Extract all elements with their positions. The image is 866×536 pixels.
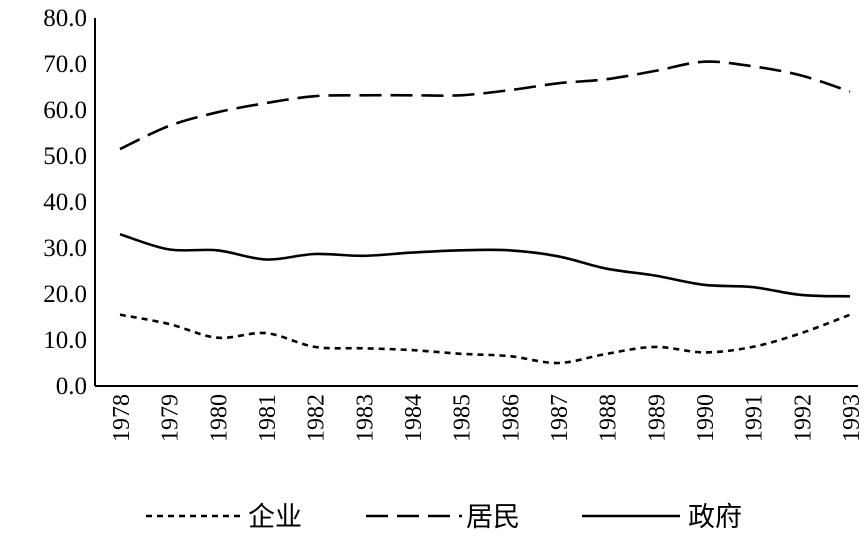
series-line-2 bbox=[119, 60, 851, 151]
x-tick-label: 1982 bbox=[304, 394, 330, 442]
y-tick-label: 80.0 bbox=[43, 5, 87, 32]
legend: 企业 居民 政府 bbox=[146, 502, 742, 533]
x-tick-label: 1987 bbox=[547, 394, 573, 442]
y-tick-label: 50.0 bbox=[43, 143, 87, 170]
x-tick-label: 1979 bbox=[158, 394, 184, 442]
y-tick-label: 0.0 bbox=[56, 373, 87, 400]
y-tick-label: 30.0 bbox=[43, 235, 87, 262]
legend-label-1: 企业 bbox=[248, 502, 302, 533]
series-line-3 bbox=[119, 232, 851, 298]
y-tick-label: 60.0 bbox=[43, 97, 87, 124]
tick-labels: 0.0 10.0 20.0 30.0 40.0 50.0 60.0 70.0 80.0 1978 1… bbox=[43, 5, 865, 442]
x-tick-label: 1984 bbox=[401, 394, 427, 442]
legend-label-3: 政府 bbox=[688, 502, 742, 533]
x-tick-label: 1993 bbox=[839, 394, 865, 442]
x-tick-label: 1989 bbox=[644, 394, 670, 442]
x-tick-label: 1992 bbox=[790, 394, 816, 442]
x-tick-label: 1978 bbox=[109, 394, 135, 442]
x-tick-label: 1983 bbox=[352, 394, 378, 442]
y-tick-label: 70.0 bbox=[43, 51, 87, 78]
axes bbox=[94, 18, 858, 387]
legend-label-2: 居民 bbox=[466, 502, 520, 533]
x-tick-label: 1981 bbox=[255, 394, 281, 442]
x-tick-label: 1990 bbox=[693, 394, 719, 442]
series-line-1 bbox=[119, 313, 851, 365]
x-tick-label: 1985 bbox=[450, 394, 476, 442]
series-lines bbox=[119, 60, 851, 365]
y-tick-label: 20.0 bbox=[43, 281, 87, 308]
y-tick-label: 10.0 bbox=[43, 327, 87, 354]
x-tick-label: 1980 bbox=[206, 394, 232, 442]
y-tick-label: 40.0 bbox=[43, 189, 87, 216]
x-tick-label: 1991 bbox=[742, 394, 768, 442]
x-tick-label: 1986 bbox=[498, 394, 524, 442]
x-tick-label: 1988 bbox=[596, 394, 622, 442]
